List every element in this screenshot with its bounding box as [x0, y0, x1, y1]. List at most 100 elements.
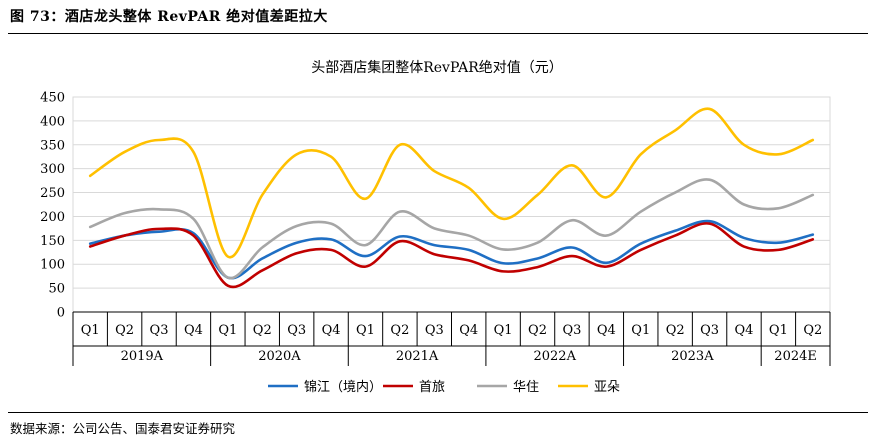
- series-line-4: [88, 107, 815, 259]
- data-point: [776, 241, 780, 245]
- data-point: [432, 169, 436, 173]
- figure-title: 图 73：酒店龙头整体 RevPAR 绝对值差距拉大: [10, 9, 328, 25]
- x-tick-label: Q4: [459, 323, 478, 338]
- x-tick-label: Q2: [803, 323, 822, 338]
- chart-title: 头部酒店集团整体RevPAR绝对值（元）: [311, 59, 563, 76]
- data-point: [432, 252, 436, 256]
- year-group-label: 2024E: [774, 349, 817, 364]
- data-point: [742, 202, 746, 206]
- data-point: [639, 152, 643, 156]
- x-tick-label: Q1: [631, 323, 650, 338]
- data-point: [570, 245, 574, 249]
- x-tick-label: Q1: [494, 323, 513, 338]
- data-point: [157, 207, 161, 211]
- data-point: [260, 193, 264, 197]
- data-point: [673, 190, 677, 194]
- year-group-label: 2020A: [258, 349, 301, 364]
- data-point: [294, 241, 298, 245]
- y-tick-label: 200: [40, 210, 65, 225]
- data-point: [226, 275, 230, 279]
- x-tick-label: Q1: [81, 323, 100, 338]
- data-point: [467, 248, 471, 252]
- y-tick-label: 250: [40, 186, 65, 201]
- data-point: [226, 284, 230, 288]
- data-point: [776, 152, 780, 156]
- data-point: [363, 264, 367, 268]
- data-point: [501, 269, 505, 273]
- legend-label: 首旅: [419, 380, 445, 395]
- data-point: [742, 236, 746, 240]
- data-point: [398, 239, 402, 243]
- data-point: [639, 241, 643, 245]
- x-tick-label: Q3: [287, 323, 306, 338]
- data-point: [673, 233, 677, 237]
- data-point: [398, 209, 402, 213]
- y-tick-label: 0: [57, 306, 65, 321]
- series-line-1: [88, 219, 815, 280]
- data-point: [639, 248, 643, 252]
- data-point: [604, 261, 608, 265]
- x-tick-label: Q2: [528, 323, 547, 338]
- data-point: [157, 138, 161, 142]
- data-point: [742, 244, 746, 248]
- data-point: [811, 232, 815, 236]
- data-point: [260, 245, 264, 249]
- data-point: [604, 195, 608, 199]
- x-tick-label: Q1: [356, 323, 375, 338]
- data-point: [88, 174, 92, 178]
- data-point: [467, 258, 471, 262]
- x-tick-label: Q3: [425, 323, 444, 338]
- data-point: [122, 150, 126, 154]
- data-point: [329, 248, 333, 252]
- data-point: [604, 233, 608, 237]
- data-point: [294, 224, 298, 228]
- year-group-label: 2022A: [533, 349, 576, 364]
- data-point: [363, 197, 367, 201]
- series-line-2: [88, 222, 815, 289]
- data-point: [88, 244, 92, 248]
- data-point: [673, 229, 677, 233]
- data-point: [535, 193, 539, 197]
- data-point: [329, 155, 333, 159]
- data-point: [432, 243, 436, 247]
- data-point: [501, 247, 505, 251]
- data-point: [157, 227, 161, 231]
- year-group-label: 2019A: [121, 349, 164, 364]
- data-point: [191, 150, 195, 154]
- data-point: [329, 221, 333, 225]
- x-tick-label: Q3: [562, 323, 581, 338]
- data-point: [639, 209, 643, 213]
- x-tick-label: Q3: [700, 323, 719, 338]
- data-point: [88, 225, 92, 229]
- data-point: [707, 221, 711, 225]
- data-point: [673, 128, 677, 132]
- data-point: [398, 143, 402, 147]
- x-tick-label: Q2: [115, 323, 134, 338]
- data-point: [570, 163, 574, 167]
- chart: 头部酒店集团整体RevPAR绝对值（元） 0 50 100 150 200 250 300 3…: [40, 59, 831, 395]
- year-group-label: 2023A: [671, 349, 714, 364]
- legend: 锦江（境内） 首旅 华住 亚朵: [268, 379, 620, 395]
- data-point: [776, 248, 780, 252]
- data-point: [363, 254, 367, 258]
- y-tick-label: 400: [40, 114, 65, 129]
- data-point: [191, 233, 195, 237]
- data-point: [467, 186, 471, 190]
- data-source-note: 数据来源：公司公告、国泰君安证券研究: [10, 421, 236, 436]
- data-point: [122, 233, 126, 237]
- source-rule: [8, 412, 868, 413]
- data-point: [742, 143, 746, 147]
- data-point: [570, 254, 574, 258]
- data-point: [294, 152, 298, 156]
- y-tick-label: 450: [40, 91, 65, 106]
- title-rule: [8, 33, 868, 34]
- series-lines: [88, 107, 815, 289]
- data-point: [776, 206, 780, 210]
- x-tick-label: Q2: [666, 323, 685, 338]
- data-point: [363, 243, 367, 247]
- y-tick-label: 350: [40, 138, 65, 153]
- data-point: [191, 217, 195, 221]
- legend-label: 亚朵: [594, 380, 620, 395]
- x-tick-label: Q1: [218, 323, 237, 338]
- data-point: [604, 264, 608, 268]
